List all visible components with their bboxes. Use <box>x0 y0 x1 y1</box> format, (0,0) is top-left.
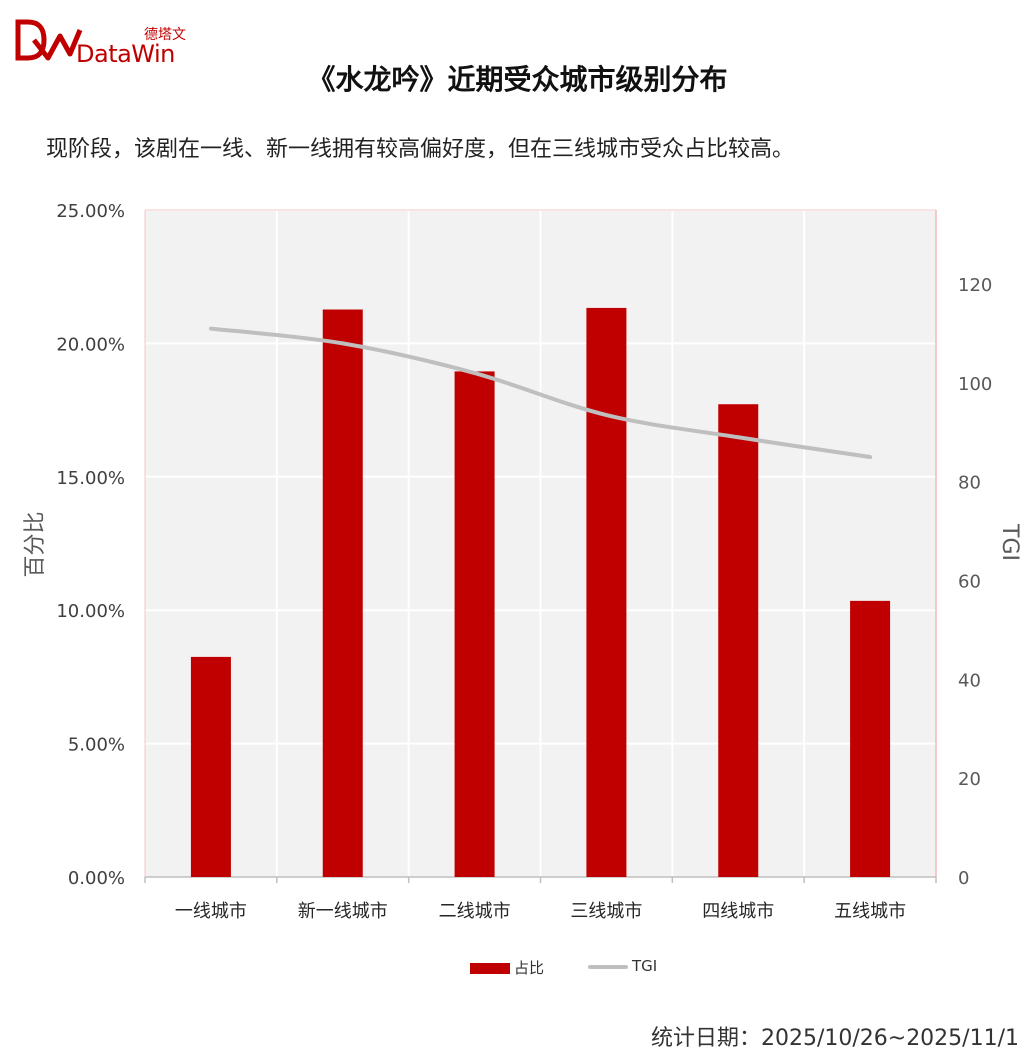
bar-share <box>586 307 627 877</box>
series-line-tgi <box>208 326 873 460</box>
x-tick-label: 二线城市 <box>439 901 511 922</box>
bar-share <box>322 309 363 878</box>
y2-tick-label: 80 <box>958 473 981 494</box>
y2-tick-label: 40 <box>958 670 981 691</box>
bar-share <box>190 656 231 877</box>
y-tick-label: 25.00% <box>56 201 125 222</box>
legend-swatch-share <box>470 963 510 974</box>
legend-label-tgi: TGI <box>632 957 658 975</box>
y-tick-label: 20.00% <box>56 334 125 355</box>
y2-tick-label: 20 <box>958 769 981 790</box>
legend-item-share: 占比 <box>470 957 544 978</box>
brand-name-cn: 德塔文 <box>144 27 186 43</box>
y2-tick-label: 0 <box>958 868 969 889</box>
x-tick-label: 四线城市 <box>702 901 774 922</box>
brand-logo: 德塔文 DataWin <box>14 14 186 70</box>
datawin-logo-icon <box>15 19 83 61</box>
date-range-footer: 统计日期：2025/10/26~2025/11/1 <box>650 1026 1019 1051</box>
x-tick-label: 三线城市 <box>570 901 642 922</box>
bar-share <box>718 404 759 877</box>
chart-subtitle: 现阶段，该剧在一线、新一线拥有较高偏好度，但在三线城市受众占比较高。 <box>46 137 795 162</box>
y2-tick-label: 120 <box>958 275 992 296</box>
y-tick-label: 10.00% <box>56 601 125 622</box>
x-tick-label: 一线城市 <box>175 901 247 922</box>
y2-tick-label: 60 <box>958 572 981 593</box>
y2-tick-label: 100 <box>958 374 992 395</box>
y-axis-title: 百分比 <box>23 511 48 577</box>
x-tick-label: 新一线城市 <box>298 901 388 922</box>
legend-item-tgi: TGI <box>588 957 657 975</box>
y-tick-label: 0.00% <box>68 868 125 889</box>
bar-share <box>454 371 495 877</box>
x-tick-label: 五线城市 <box>834 901 906 922</box>
y-tick-label: 15.00% <box>56 468 125 489</box>
chart-title: 《水龙吟》近期受众城市级别分布 <box>307 63 728 96</box>
y-tick-label: 5.00% <box>68 735 125 756</box>
legend-swatch-tgi <box>588 964 628 969</box>
bar-share <box>850 600 891 877</box>
y2-axis-title: TGI <box>997 523 1022 561</box>
legend-label-share: 占比 <box>514 959 545 977</box>
brand-name-en: DataWin <box>76 40 175 68</box>
